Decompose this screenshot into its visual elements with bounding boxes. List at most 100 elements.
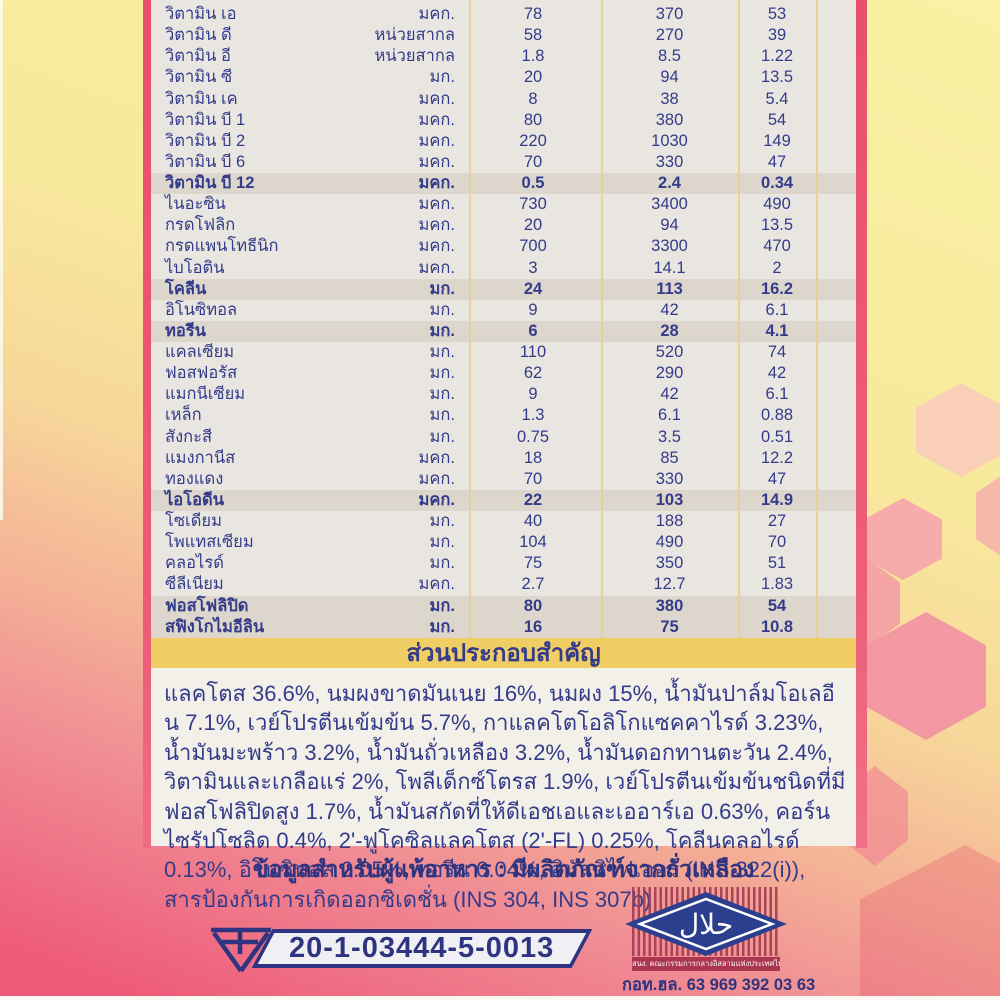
row-filler: [816, 4, 856, 25]
nutrient-unit: มก.: [429, 533, 455, 552]
row-filler: [816, 321, 856, 342]
table-row: ซีลีเนียม มคก. 2.7 12.7 1.83: [151, 574, 856, 595]
nutrient-unit: มก.: [429, 321, 455, 340]
nutrient-value: 9: [528, 385, 538, 404]
column-separator: [738, 0, 740, 638]
nutrient-value: 9: [528, 300, 538, 319]
nutrient-value: 42: [660, 385, 679, 404]
nutrient-value: 70: [523, 152, 543, 171]
nutrient-value: 13.5: [760, 68, 794, 87]
nutrient-name: คลอไรด์: [165, 554, 224, 573]
nutrient-name: ไอโอดีน: [165, 490, 224, 509]
nutrient-value: 54: [767, 110, 787, 129]
nutrient-value: 75: [523, 554, 543, 573]
nutrient-value: 27: [767, 512, 787, 530]
nutrient-value: 18: [523, 448, 543, 467]
row-filler: [816, 110, 856, 131]
nutrient-value: 24: [523, 279, 543, 298]
row-filler: [816, 405, 856, 426]
table-row: สฟิงโกไมอีลิน มก. 16 75 10.8: [151, 616, 856, 638]
row-filler: [816, 490, 856, 511]
nutrient-name: แมงกานีส: [165, 448, 236, 467]
halal-org-text: สนง. คณะกรรมการกลางอิสลามแห่งประเทศไทย: [632, 957, 780, 971]
nutrient-name: วิตามิน เค: [165, 89, 238, 108]
nutrient-unit: มคก.: [418, 174, 456, 192]
nutrient-value: 6.1: [765, 300, 789, 319]
nutrient-name: วิตามิน บี 6: [165, 152, 246, 171]
row-filler: [816, 511, 856, 532]
row-filler: [816, 89, 856, 110]
nutrient-unit: หน่วยสากล: [374, 26, 455, 45]
nutrient-value: 70: [767, 533, 787, 552]
table-row: ไบโอติน มคก. 3 14.1 2: [151, 258, 856, 279]
row-filler: [816, 131, 856, 152]
nutrient-unit: มคก.: [418, 89, 456, 108]
table-row: แคลเซียม มก. 110 520 74: [151, 342, 856, 363]
nutrient-name: สฟิงโกไมอีลิน: [165, 617, 265, 636]
nutrient-name: เหล็ก: [165, 406, 202, 425]
nutrient-value: 28: [660, 321, 679, 340]
nutrient-unit: มก.: [429, 279, 455, 298]
row-filler: [816, 173, 856, 194]
row-filler: [816, 596, 856, 617]
nutrient-value: 62: [523, 364, 543, 383]
nutrient-name: อิโนซิทอล: [165, 300, 238, 319]
nutrient-value: 54: [767, 596, 787, 615]
nutrient-value: 290: [655, 364, 684, 383]
table-row: วิตามิน ดี หน่วยสากล 58 270 39: [151, 25, 856, 46]
nutrient-value: 12.7: [653, 575, 686, 594]
row-filler: [816, 236, 856, 257]
nutrient-name: ไบโอติน: [165, 258, 225, 277]
row-filler: [816, 363, 856, 384]
nutrient-value: 70: [523, 469, 543, 488]
nutrient-unit: มก.: [429, 300, 455, 319]
nutrient-unit: มคก.: [418, 5, 456, 23]
nutrient-value: 75: [660, 617, 679, 636]
row-filler: [816, 574, 856, 595]
row-filler: [816, 152, 856, 173]
nutrient-value: 104: [519, 533, 547, 552]
table-row: วิตามิน อี หน่วยสากล 1.8 8.5 1.22: [151, 46, 856, 67]
table-row: แมกนีเซียม มก. 9 42 6.1: [151, 384, 856, 405]
nutrient-value: 6: [528, 321, 538, 340]
nutrient-value: 40: [523, 512, 543, 530]
nutrient-value: 103: [655, 490, 684, 509]
nutrient-value: 3.5: [658, 427, 681, 446]
nutrient-name: วิตามิน เอ: [165, 5, 237, 23]
nutrient-value: 8: [528, 89, 538, 108]
nutrient-value: 0.88: [760, 406, 794, 425]
allergen-notice: ข้อมูลสำหรับผู้แพ้อาหาร : มีผลิตภัณฑ์จาก…: [252, 856, 755, 882]
nutrient-value: 3400: [651, 195, 688, 214]
halal-cert-number: กอท.ฮล. 63 969 392 03 63: [622, 976, 816, 994]
row-filler: [816, 300, 856, 321]
row-filler: [816, 532, 856, 553]
nutrient-unit: มคก.: [418, 110, 456, 129]
nutrient-value: 80: [523, 110, 543, 129]
nutrient-unit: มคก.: [418, 237, 456, 256]
nutrient-value: 188: [655, 512, 684, 530]
nutrient-value: 0.34: [760, 174, 794, 192]
column-separator: [601, 0, 603, 638]
nutrient-value: 10.8: [760, 617, 794, 636]
nutrient-value: 8.5: [658, 47, 681, 66]
nutrient-value: 1030: [651, 131, 688, 150]
row-filler: [816, 46, 856, 67]
nutrient-table: วิตามิน เอ มคก. 78 370 53 วิตามิน ดี หน่…: [151, 0, 856, 638]
nutrient-value: 38: [660, 89, 679, 108]
nutrient-unit: มก.: [429, 385, 455, 404]
table-row: โพแทสเซียม มก. 104 490 70: [151, 532, 856, 553]
nutrient-value: 700: [519, 237, 547, 256]
nutrient-value: 1.3: [521, 406, 545, 425]
ingredients-text: แลคโตส 36.6%, นมผงขาดมันเนย 16%, นมผง 15…: [151, 668, 856, 912]
nutrient-name: กรดแพนโทธีนิก: [165, 237, 279, 256]
nutrient-value: 2.4: [658, 174, 681, 192]
nutrient-name: ฟอสโฟลิปิด: [165, 596, 249, 615]
table-row: กรดแพนโทธีนิก มคก. 700 3300 470: [151, 236, 856, 257]
table-row: อิโนซิทอล มก. 9 42 6.1: [151, 300, 856, 321]
halal-diamond-icon: حلال: [625, 892, 787, 956]
nutrient-value: 3300: [651, 237, 688, 256]
nutrient-value: 330: [655, 152, 684, 171]
nutrient-unit: มก.: [429, 554, 455, 573]
nutrient-value: 53: [767, 5, 787, 23]
